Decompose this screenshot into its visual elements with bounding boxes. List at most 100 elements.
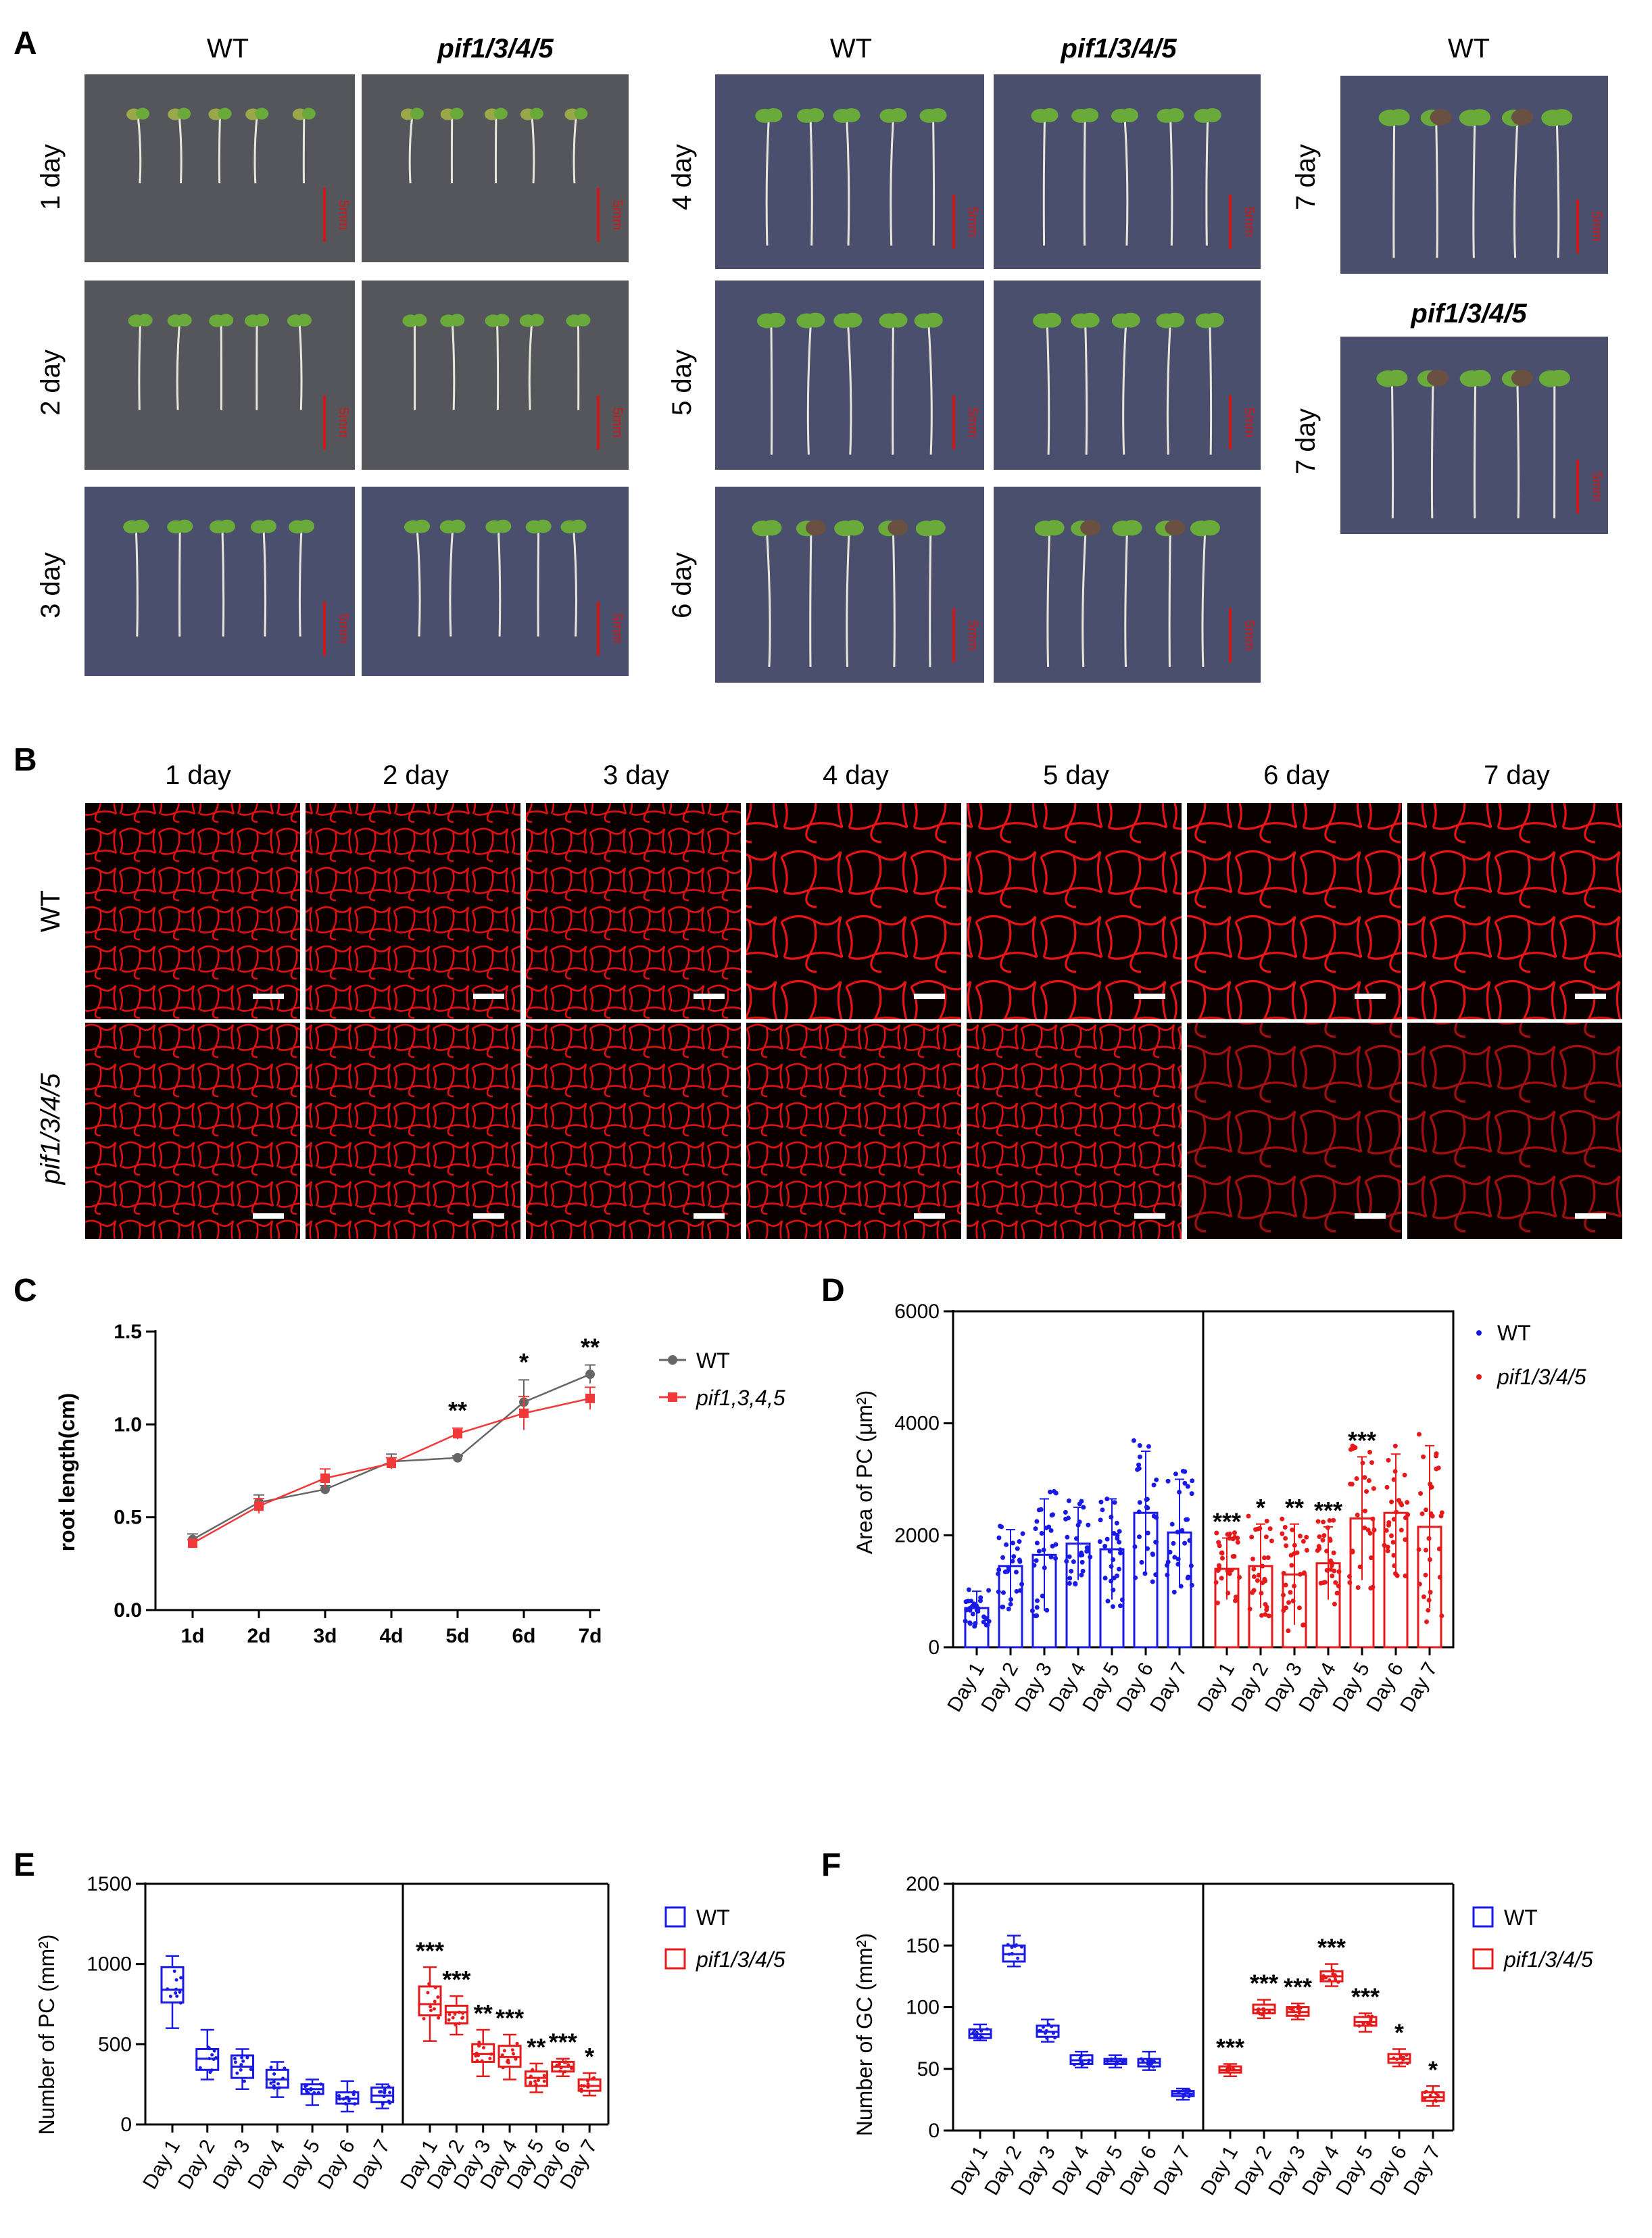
data-dot	[1182, 1480, 1188, 1486]
y-tick-label: 1.0	[114, 1413, 142, 1436]
seedling-hypocotyl	[806, 322, 812, 455]
data-dot	[1109, 1514, 1114, 1519]
micrograph-tile	[746, 1023, 961, 1239]
data-dot	[1251, 1588, 1257, 1593]
seedling-hypocotyl	[892, 322, 894, 455]
data-dot	[1171, 1540, 1176, 1546]
seedling-hypocotyl	[1516, 380, 1520, 518]
data-dot	[1394, 1509, 1399, 1515]
x-tick-label: Day 7	[349, 2136, 395, 2193]
data-dot	[1139, 2057, 1143, 2061]
seedling-hypocotyl	[892, 529, 896, 667]
data-dot	[1150, 1579, 1155, 1584]
seedling-cotyledon	[301, 107, 316, 120]
data-dot	[1188, 1563, 1194, 1569]
data-dot	[1416, 1432, 1422, 1437]
data-dot	[337, 2094, 341, 2098]
data-dot	[1283, 1536, 1288, 1541]
data-dot	[975, 2030, 979, 2035]
data-dot	[276, 2082, 281, 2086]
data-dot	[1355, 1585, 1361, 1590]
data-dot	[1121, 2062, 1125, 2066]
seedling-hypocotyl	[1124, 529, 1128, 667]
data-dot	[1165, 1559, 1171, 1565]
data-dot	[1366, 1478, 1371, 1484]
seedling-hypocotyl	[138, 322, 142, 410]
data-dot	[198, 2066, 202, 2070]
data-dot	[1139, 1559, 1144, 1565]
seedling-cotyledon	[570, 519, 587, 533]
data-dot	[1013, 1570, 1019, 1575]
data-dot	[1115, 2060, 1119, 2064]
data-dot	[1334, 1590, 1340, 1596]
data-dot	[1281, 1570, 1286, 1576]
panel-a-row-day1: 1 day	[36, 144, 66, 210]
data-dot	[1369, 2019, 1373, 2023]
data-dot	[1436, 1546, 1442, 1551]
data-dot	[1427, 1557, 1432, 1562]
seedling-hypocotyl	[137, 115, 142, 184]
seedling-hypocotyl	[1123, 117, 1129, 246]
legend-mut-marker	[668, 1392, 677, 1402]
legend-wt-label: WT	[696, 1348, 730, 1373]
data-dot	[1328, 1567, 1334, 1572]
data-point	[585, 1393, 595, 1403]
data-dot	[316, 2091, 320, 2095]
x-tick-label: 2d	[247, 1625, 270, 1647]
data-dot	[1182, 1540, 1188, 1546]
data-dot	[174, 1987, 178, 1991]
seedling-cotyledon	[218, 314, 234, 326]
panel-a-row-day5: 5 day	[667, 349, 697, 416]
data-dot	[1367, 2014, 1371, 2018]
panel-a-row-day7-mut: 7 day	[1291, 408, 1321, 475]
data-dot	[1292, 1583, 1297, 1588]
data-dot	[453, 2012, 457, 2016]
seedling-hypocotyl	[262, 528, 267, 637]
data-dot	[272, 2072, 276, 2076]
data-dot	[1079, 1572, 1084, 1578]
data-point	[585, 1369, 595, 1380]
data-dot	[1145, 1546, 1150, 1551]
data-dot	[1392, 1469, 1398, 1474]
data-dot	[1073, 1536, 1079, 1541]
scale-bar	[1134, 1213, 1165, 1219]
data-dot	[457, 2022, 461, 2026]
panel-label-a: A	[14, 26, 37, 62]
seedling-plate: 5mm	[994, 74, 1261, 269]
data-dot	[1017, 1559, 1023, 1564]
data-dot	[1011, 1554, 1017, 1559]
seedling-hypocotyl	[809, 529, 812, 667]
seedling-hypocotyl	[178, 116, 183, 184]
data-dot	[306, 2091, 310, 2095]
seedling-hypocotyl	[1046, 529, 1051, 667]
significance-label: ***	[1213, 1507, 1241, 1535]
micrograph-tile	[526, 1023, 741, 1239]
data-dot	[1065, 1534, 1070, 1540]
data-dot	[382, 2095, 386, 2099]
data-dot	[1382, 1542, 1387, 1548]
legend-wt-label: WT	[696, 1905, 730, 1930]
seedling-cotyledon	[1386, 370, 1408, 387]
seedling-plate: 5mm	[1340, 76, 1608, 274]
panel-label-c: C	[14, 1273, 37, 1309]
data-dot	[1235, 1535, 1240, 1540]
data-dot	[1067, 1581, 1072, 1586]
seedling-cotyledon	[575, 314, 591, 326]
data-dot	[1370, 2014, 1374, 2018]
seedling-cotyledon	[1548, 370, 1570, 387]
seedling-hypocotyl	[1084, 322, 1088, 455]
scale-bar	[473, 1213, 504, 1219]
legend-mut-marker	[664, 1948, 686, 1970]
data-dot	[1389, 1499, 1394, 1505]
data-dot	[1007, 1952, 1011, 1956]
data-dot	[1350, 1446, 1355, 1451]
panel-a-header-mut-1: pif1/3/4/5	[437, 34, 554, 64]
data-dot	[1225, 1590, 1231, 1596]
seedling-cotyledon	[412, 314, 427, 326]
seedling-hypocotyl	[1046, 322, 1050, 455]
data-dot	[996, 1571, 1001, 1576]
data-dot	[387, 2085, 391, 2089]
micrograph-tile	[85, 1023, 300, 1239]
micrograph-tile	[1407, 1023, 1622, 1239]
data-dot	[985, 1622, 990, 1628]
